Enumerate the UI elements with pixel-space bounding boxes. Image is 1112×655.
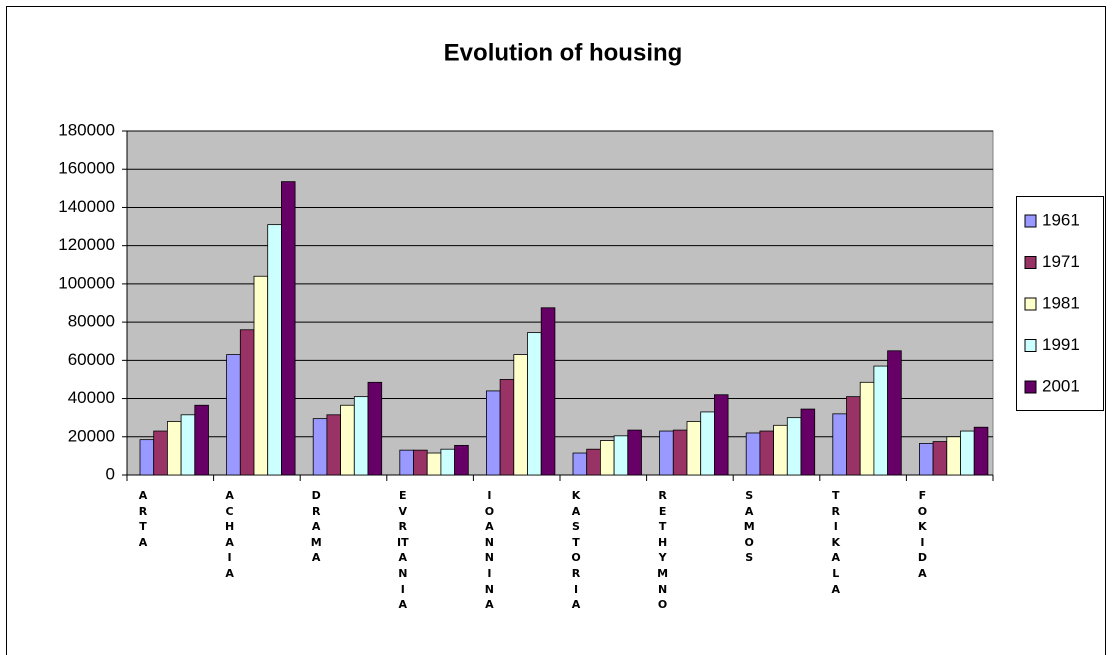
bar [786,417,802,476]
y-tick-label: 120000 [58,235,115,254]
bar [887,350,902,476]
x-tick-label: IOANNINA [484,489,495,612]
legend-label: 1961 [1042,210,1080,229]
bar [340,404,355,476]
y-tick-label: 180000 [58,120,115,139]
y-tick-label: 40000 [68,388,115,407]
y-tick-label: 160000 [58,159,115,178]
bar [572,452,588,476]
bar [714,394,729,476]
bar [800,408,816,476]
bar [513,354,528,476]
bar [700,411,715,476]
bar [613,435,629,476]
bar [859,381,875,476]
x-tick-label: FOKIDA [917,489,928,580]
bar [194,404,209,476]
bar [440,448,455,476]
y-tick-label: 0 [106,464,115,483]
bar [454,444,469,476]
legend-swatch [1024,297,1037,311]
bar [312,418,328,476]
legend-label: 2001 [1042,376,1080,395]
bar [932,441,948,476]
bar [672,429,688,476]
bar [540,307,556,476]
x-tick-label: ARTA [138,489,148,549]
bar [832,413,847,476]
bar [873,365,889,476]
y-tick-label: 80000 [68,312,115,331]
bar [527,332,542,476]
bar [919,443,934,476]
legend-swatch [1024,256,1037,269]
bar [846,396,861,476]
bar [960,430,975,476]
legend-label: 1971 [1042,252,1080,271]
bar [973,426,989,476]
bar [686,421,702,476]
bar [759,430,775,476]
bar [586,448,601,476]
bar [659,430,674,476]
legend-swatch [1024,214,1037,228]
x-tick-label: TRIKALA [831,489,841,596]
y-tick-label: 140000 [58,197,115,216]
bar [353,396,369,476]
bar [267,224,282,476]
bar [139,439,155,476]
x-tick-label: EVRITANIA [396,489,409,612]
bar [627,429,642,476]
bar [239,329,255,476]
legend-swatch [1024,339,1037,352]
y-tick-label: 20000 [68,426,115,445]
x-tick-label: ACHAIA [224,489,235,580]
bar [499,379,515,476]
legend-swatch [1024,380,1037,394]
bar [946,436,961,476]
y-tick-label: 60000 [68,350,115,369]
bar [773,424,788,476]
bar [367,381,383,476]
bar [600,440,615,476]
y-tick-label: 100000 [58,273,115,292]
bar [226,354,241,476]
x-tick-label: RETHYMNO [657,489,669,612]
bar [426,452,442,476]
bar [326,414,341,476]
bar [399,449,414,476]
bar [153,430,168,476]
bar [413,449,428,476]
x-tick-label: KASTORIA [571,489,581,612]
bar [253,275,269,476]
bar [485,390,501,476]
bar [280,181,296,476]
x-tick-label: DRAMA [310,489,322,565]
bar [745,432,761,476]
legend-label: 1991 [1042,335,1080,354]
x-tick-label: SAMOS [743,489,755,565]
bar [166,421,182,476]
chart-title: Evolution of housing [444,39,683,66]
legend-label: 1981 [1042,293,1080,312]
bar [180,414,196,476]
